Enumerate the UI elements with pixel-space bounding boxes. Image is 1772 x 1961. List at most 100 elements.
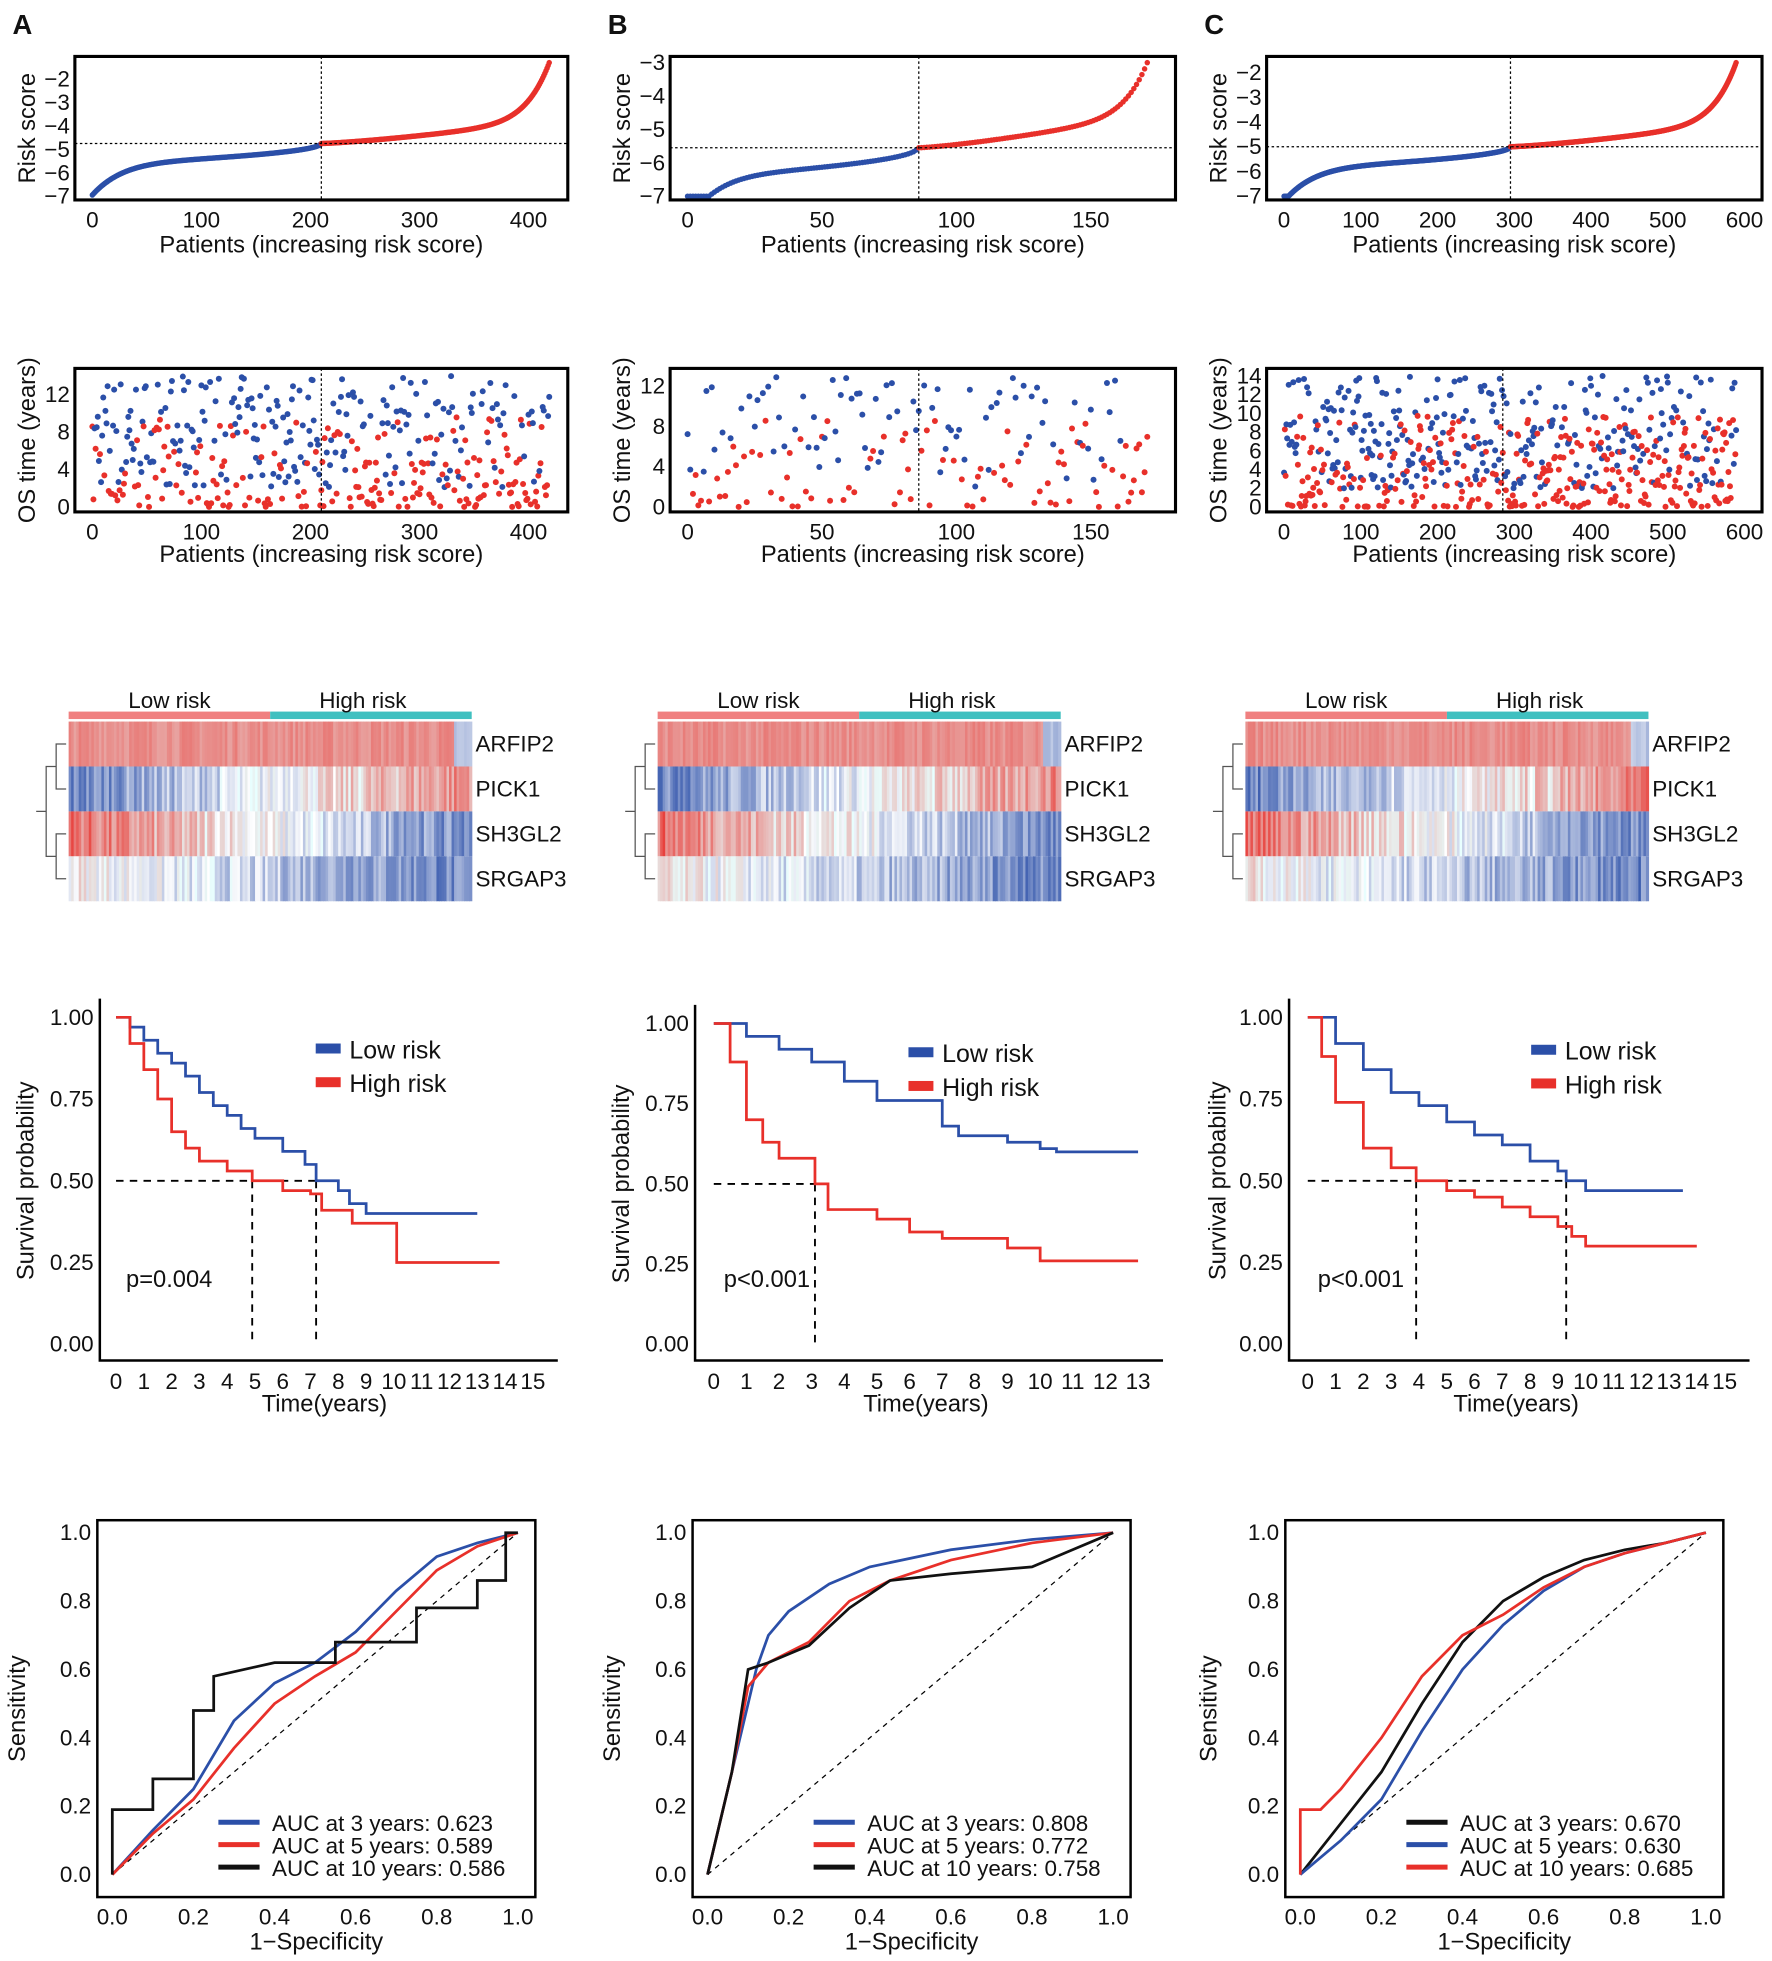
heatmap-cell [760, 721, 765, 767]
heatmap-cell [982, 766, 986, 812]
heatmap-cell [169, 766, 173, 812]
heatmap-cell [1406, 721, 1410, 767]
os-point [1512, 502, 1519, 509]
heatmap-cell [667, 721, 671, 767]
heatmap-cell [770, 766, 775, 812]
heatmap-cell [690, 766, 694, 812]
heatmap-cell [891, 811, 896, 857]
os-point [1314, 479, 1321, 486]
heatmap-cell [1585, 721, 1589, 767]
heatmap-cell [1305, 811, 1309, 857]
heatmap-cell [695, 856, 699, 902]
heatmap-cell [733, 856, 737, 902]
heatmap-cell [1331, 766, 1335, 812]
x-tick-label: 0 [681, 519, 694, 544]
os-point [128, 440, 135, 447]
heatmap-cell [730, 856, 734, 902]
heatmap-cell [1492, 811, 1496, 857]
heatmap-cell [353, 856, 357, 902]
heatmap-cell [949, 811, 954, 857]
os-point [408, 460, 415, 467]
heatmap-cell [1388, 721, 1393, 767]
os-point [1023, 441, 1030, 448]
heatmap-cell [1348, 811, 1352, 857]
os-point [1414, 412, 1421, 419]
heatmap-cell [831, 766, 835, 812]
heatmap-cell [1464, 766, 1468, 812]
os-point [135, 482, 142, 489]
heatmap-cell [856, 721, 860, 767]
heatmap-cell [106, 856, 110, 902]
os-point [1688, 470, 1695, 477]
heatmap-cell [1472, 856, 1476, 902]
heatmap-cell [1499, 766, 1503, 812]
os-point [1344, 464, 1351, 471]
heatmap-cell [972, 721, 976, 767]
heatmap-cell [1038, 811, 1042, 857]
heatmap-cell [1620, 766, 1624, 812]
heatmap-cell [833, 811, 838, 857]
heatmap-cell [423, 721, 427, 767]
heatmap-cell [1482, 721, 1486, 767]
heatmap-cell [896, 721, 901, 767]
os-point [716, 493, 723, 500]
heatmap-cell [343, 856, 347, 902]
heatmap-cell [1509, 721, 1514, 767]
heatmap-cell [1315, 766, 1320, 812]
os-point [485, 439, 492, 446]
os-point [1626, 487, 1633, 494]
heatmap-cell [1000, 721, 1004, 767]
heatmap-cell [866, 856, 870, 902]
heatmap-cell [1404, 766, 1408, 812]
heatmap-cell [1303, 856, 1307, 902]
heatmap-cell [954, 721, 959, 767]
os-point [1445, 466, 1452, 473]
km-curve-high [116, 1015, 500, 1264]
heatmap-cell [1053, 811, 1057, 857]
os-point [1558, 433, 1565, 440]
heatmap-cell [786, 856, 790, 902]
heatmap-cell [879, 766, 883, 812]
legend-label: Low risk [349, 1036, 441, 1064]
heatmap-cell [1368, 856, 1372, 902]
heatmap-cell [914, 766, 918, 812]
heatmap-cell [373, 721, 377, 767]
heatmap-cell [1600, 721, 1604, 767]
heatmap-cell [360, 811, 365, 857]
heatmap-cell [841, 856, 845, 902]
heatmap-cell [280, 721, 284, 767]
os-point [1654, 477, 1661, 484]
heatmap-cell [710, 856, 714, 902]
x-tick-label: 13 [1657, 1369, 1682, 1394]
heatmap-cell [1025, 811, 1029, 857]
heatmap-cell [922, 811, 926, 857]
heatmap-cell [433, 856, 438, 902]
os-point [1410, 502, 1417, 509]
heatmap-cell [1567, 721, 1571, 767]
heatmap-cell [398, 856, 402, 902]
heatmap-cell [1540, 811, 1544, 857]
x-tick-label: 50 [810, 519, 835, 544]
heatmap-cell [1346, 811, 1350, 857]
os-point [1500, 393, 1507, 400]
heatmap-cell [1255, 811, 1259, 857]
heatmap-cell [1027, 811, 1032, 857]
heatmap-cell [1298, 721, 1302, 767]
heatmap-cell [406, 766, 410, 812]
heatmap-cell [1537, 766, 1541, 812]
heatmap-cell [713, 721, 717, 767]
os-point [896, 489, 903, 496]
heatmap-cell [1288, 856, 1292, 902]
heatmap-cell [441, 811, 445, 857]
heatmap-cell [71, 811, 75, 857]
heatmap-cell [1509, 856, 1514, 902]
heatmap-cell [1484, 811, 1488, 857]
heatmap-cell [103, 811, 108, 857]
x-tick-label: 0.6 [1528, 1905, 1559, 1930]
heatmap-cell [1290, 721, 1294, 767]
heatmap-cell [129, 811, 133, 857]
os-point [293, 419, 300, 426]
heatmap-cell [901, 856, 906, 902]
heatmap-cell [1512, 766, 1516, 812]
os-point [1628, 433, 1635, 440]
